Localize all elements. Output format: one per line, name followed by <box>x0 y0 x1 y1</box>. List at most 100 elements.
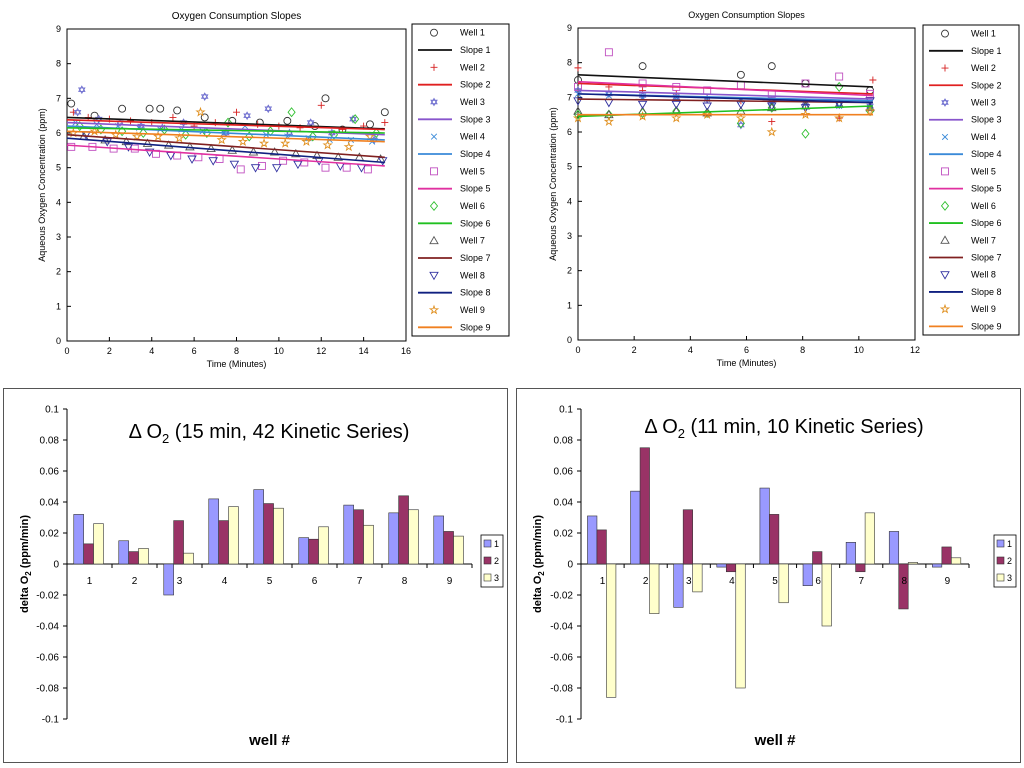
bar <box>821 563 832 627</box>
y-label-suffix: (ppm/min) <box>532 515 544 572</box>
data-point <box>343 141 354 152</box>
bar <box>716 563 727 568</box>
y-tick-label: 1 <box>567 300 572 310</box>
data-point <box>800 109 811 120</box>
legend-marker <box>430 133 438 140</box>
data-point <box>279 156 288 165</box>
data-point <box>223 117 233 128</box>
x-tick-label: 9 <box>447 576 453 587</box>
x-tick-label: 7 <box>357 576 363 587</box>
plot-area <box>66 28 407 342</box>
chart-title: Oxygen Consumption Slopes <box>172 11 302 22</box>
legend-box <box>922 24 1020 336</box>
legend-swatch <box>483 539 492 548</box>
bar <box>802 563 813 587</box>
y-tick-label: 4 <box>56 197 61 207</box>
x-tick-label: 12 <box>316 346 326 356</box>
legend: Well 1 Slope 1 Well 2 Slope 2 Well 3 Slope 3 W… <box>411 23 510 337</box>
y-axis-label: Aqueous Oxygen Concentration (ppm) <box>548 107 558 261</box>
y-tick-label: 8 <box>56 59 61 69</box>
legend-label: Well 9 <box>460 305 485 315</box>
data-point <box>271 164 282 173</box>
data-point <box>208 157 218 166</box>
bar-panel-right: Δ O2 (11 min, 10 Kinetic Series) -0.1 -0.0… <box>516 388 1021 763</box>
y-tick-label: 0.06 <box>554 467 574 478</box>
data-point <box>333 152 343 161</box>
x-tick-label: 2 <box>643 576 649 587</box>
y-tick-label: 0.08 <box>554 436 574 447</box>
title-subscript: 2 <box>162 431 169 446</box>
y-tick-label: -0.06 <box>36 653 59 664</box>
bar <box>864 512 875 565</box>
data-point <box>142 138 153 147</box>
data-point <box>864 105 876 116</box>
y-tick-label: 0.1 <box>45 405 59 416</box>
legend-label: Slope 7 <box>460 253 491 263</box>
slope-line-3 <box>577 89 873 100</box>
data-point <box>603 116 615 126</box>
data-point <box>637 100 648 110</box>
series-3 <box>606 512 962 698</box>
bar <box>907 562 918 565</box>
data-point <box>573 97 583 106</box>
x-tick-label: 1 <box>600 576 606 587</box>
plot-series <box>572 48 877 139</box>
data-point <box>363 165 372 174</box>
data-point <box>312 150 322 159</box>
chart-title: Oxygen Consumption Slopes <box>688 10 805 20</box>
legend-box <box>411 23 510 337</box>
y-tick-label: 0 <box>567 335 572 345</box>
data-point <box>67 142 76 151</box>
x-tick-label: 8 <box>800 345 805 355</box>
x-tick-label: 6 <box>815 576 821 587</box>
legend-label: Well 3 <box>971 98 996 108</box>
x-tick-label: 4 <box>688 345 693 355</box>
x-tick-label: 3 <box>686 576 692 587</box>
legend-marker <box>430 28 438 37</box>
bar <box>408 509 419 565</box>
data-point <box>227 145 238 154</box>
bar <box>308 538 319 565</box>
title-prefix: Δ O <box>644 416 677 438</box>
bar <box>778 563 789 604</box>
title-suffix: (15 min, 42 Kinetic Series) <box>169 421 409 443</box>
bar <box>138 548 149 565</box>
bar <box>759 487 770 565</box>
legend-label: Slope 2 <box>460 80 491 90</box>
bar <box>183 552 194 565</box>
data-point <box>243 111 251 121</box>
legend-label: Slope 7 <box>971 253 1002 263</box>
data-point <box>671 112 682 123</box>
bar <box>93 523 104 565</box>
bar <box>388 512 399 565</box>
plot-area <box>577 27 916 341</box>
data-point <box>185 141 195 151</box>
y-tick-label: -0.1 <box>42 715 60 726</box>
legend: Well 1 Slope 1 Well 2 Slope 2 Well 3 Slope 3 W… <box>922 24 1020 336</box>
y-tick-label: 8 <box>567 58 572 68</box>
series-2 <box>83 495 454 565</box>
series-2 <box>596 447 952 610</box>
data-point <box>131 131 143 141</box>
data-point <box>229 160 240 170</box>
data-point <box>100 135 110 144</box>
data-point <box>181 129 190 140</box>
bar <box>453 535 464 565</box>
x-axis-label: Time (Minutes) <box>207 359 267 369</box>
bar <box>692 563 703 593</box>
y-tick-label: 0.1 <box>559 405 573 416</box>
legend-marker <box>430 97 438 107</box>
y-tick-label: 0 <box>53 560 59 571</box>
y-tick-label: 6 <box>56 128 61 138</box>
legend-label: Well 4 <box>971 132 996 142</box>
bar <box>83 543 94 565</box>
legend-marker <box>941 133 949 141</box>
series-3 <box>93 506 464 565</box>
bar-chart-11min: Δ O2 (11 min, 10 Kinetic Series)-0.1-0.0… <box>532 405 1017 749</box>
data-point <box>200 113 209 122</box>
data-point <box>671 100 682 110</box>
legend-label: Well 7 <box>460 236 485 246</box>
y-tick-label: 3 <box>56 232 61 242</box>
x-tick-label: 9 <box>945 576 951 587</box>
